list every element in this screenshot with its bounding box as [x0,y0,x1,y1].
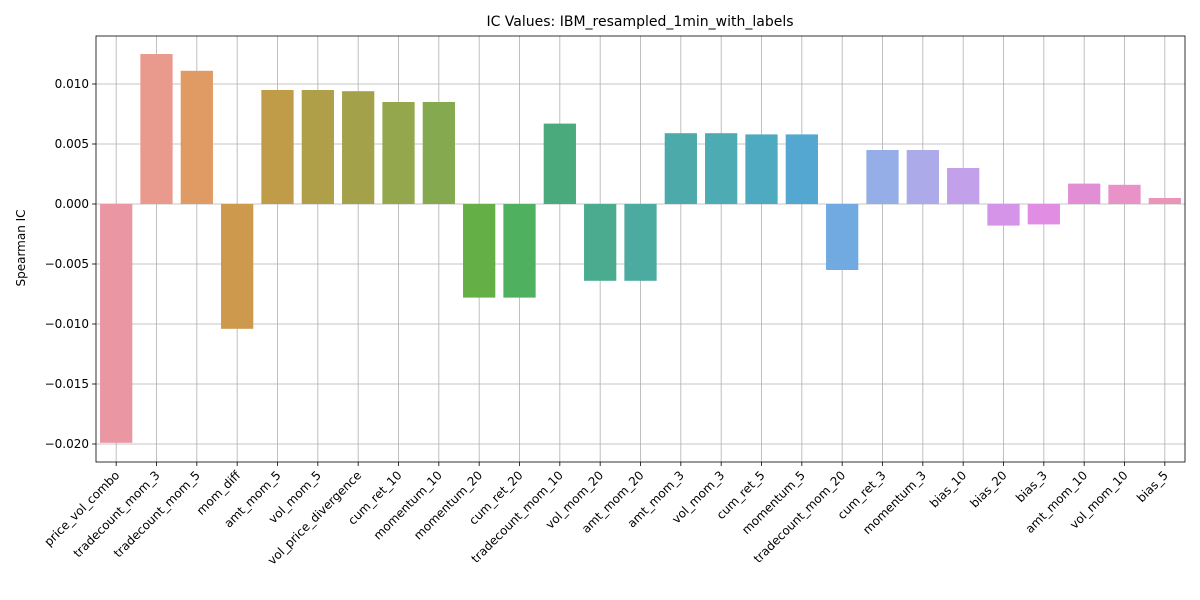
bar-tradecount_mom_3 [140,54,173,204]
bar-cum_ret_3 [866,150,899,204]
bar-amt_mom_20 [624,204,657,281]
bar-tradecount_mom_5 [180,70,213,204]
y-tick-label: −0.015 [45,377,89,391]
bar-cum_ret_10 [382,102,415,204]
y-axis-label: Spearman IC [14,209,28,286]
bar-vol_mom_3 [705,133,738,204]
bar-mom_diff [221,204,254,329]
bar-tradecount_mom_10 [543,123,576,204]
y-tick-label: 0.010 [55,77,89,91]
bar-momentum_3 [906,150,939,204]
bar-bias_20 [987,204,1020,226]
bars [100,54,1181,443]
bar-amt_mom_3 [664,133,697,204]
plot-frame [95,35,1186,463]
y-tick-label: 0.000 [55,197,89,211]
y-tick-label: −0.020 [45,437,89,451]
bar-amt_mom_10 [1068,183,1101,204]
bar-tradecount_mom_20 [826,204,859,270]
y-tick-label: −0.010 [45,317,89,331]
chart-title: IC Values: IBM_resampled_1min_with_label… [486,14,793,30]
bar-momentum_10 [422,102,455,204]
bar-amt_mom_5 [261,90,294,204]
bar-bias_5 [1148,198,1181,204]
bar-momentum_5 [785,134,818,204]
y-axis: −0.020 −0.015 −0.010 −0.005 0.000 0.005 0.010 [45,77,96,451]
bar-cum_ret_5 [745,134,778,204]
bar-bias_3 [1027,204,1060,225]
bar-vol_mom_20 [584,204,617,281]
bar-price_vol_combo [100,204,133,443]
bar-vol_price_divergence [342,91,375,204]
y-tick-label: 0.005 [55,137,89,151]
bar-bias_10 [947,168,980,204]
bar-momentum_20 [463,204,496,298]
bar-vol_mom_10 [1108,184,1141,204]
bar-vol_mom_5 [301,90,334,204]
y-tick-label: −0.005 [45,257,89,271]
bar-cum_ret_20 [503,204,536,298]
